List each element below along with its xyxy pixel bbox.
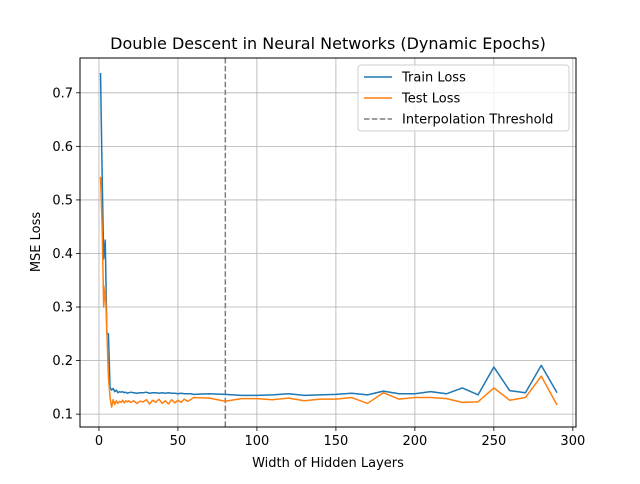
- legend-label: Test Loss: [401, 92, 460, 107]
- x-tick-label: 50: [170, 434, 187, 449]
- series-layer: [99, 72, 558, 408]
- legend-label: Train Loss: [401, 71, 466, 86]
- y-axis-ticks: 0.1 0.2 0.3 0.4 0.5 0.6 0.7: [52, 86, 80, 423]
- legend-entry-interpolation-threshold: Interpolation Threshold: [364, 113, 553, 128]
- train-loss-line: [99, 72, 558, 397]
- y-tick-label: 0.1: [52, 408, 73, 423]
- x-tick-label: 250: [481, 434, 506, 449]
- x-tick-label: 200: [402, 434, 427, 449]
- legend-label: Interpolation Threshold: [402, 113, 553, 128]
- y-tick-label: 0.4: [52, 247, 73, 262]
- legend-entry-train-loss: Train Loss: [364, 71, 466, 86]
- y-tick-label: 0.2: [52, 354, 73, 369]
- y-tick-label: 0.7: [52, 86, 73, 101]
- test-loss-line: [99, 176, 558, 408]
- x-tick-label: 100: [245, 434, 270, 449]
- legend: Train Loss Test Loss Interpolation Thresho…: [357, 64, 570, 132]
- x-axis-ticks: 0 50 100 150 200 250 300: [95, 427, 585, 449]
- y-tick-label: 0.5: [52, 193, 73, 208]
- x-tick-label: 150: [323, 434, 348, 449]
- chart-title: Double Descent in Neural Networks (Dynam…: [110, 34, 546, 53]
- x-axis-label: Width of Hidden Layers: [252, 456, 404, 471]
- legend-box: [357, 64, 570, 132]
- plot-frame: [79, 57, 577, 428]
- legend-entry-test-loss: Test Loss: [364, 92, 460, 107]
- y-axis-label: MSE Loss: [29, 212, 44, 273]
- y-tick-label: 0.6: [52, 140, 73, 155]
- y-tick-label: 0.3: [52, 301, 73, 316]
- x-tick-label: 300: [560, 434, 585, 449]
- x-tick-label: 0: [95, 434, 103, 449]
- grid-lines: [80, 58, 576, 427]
